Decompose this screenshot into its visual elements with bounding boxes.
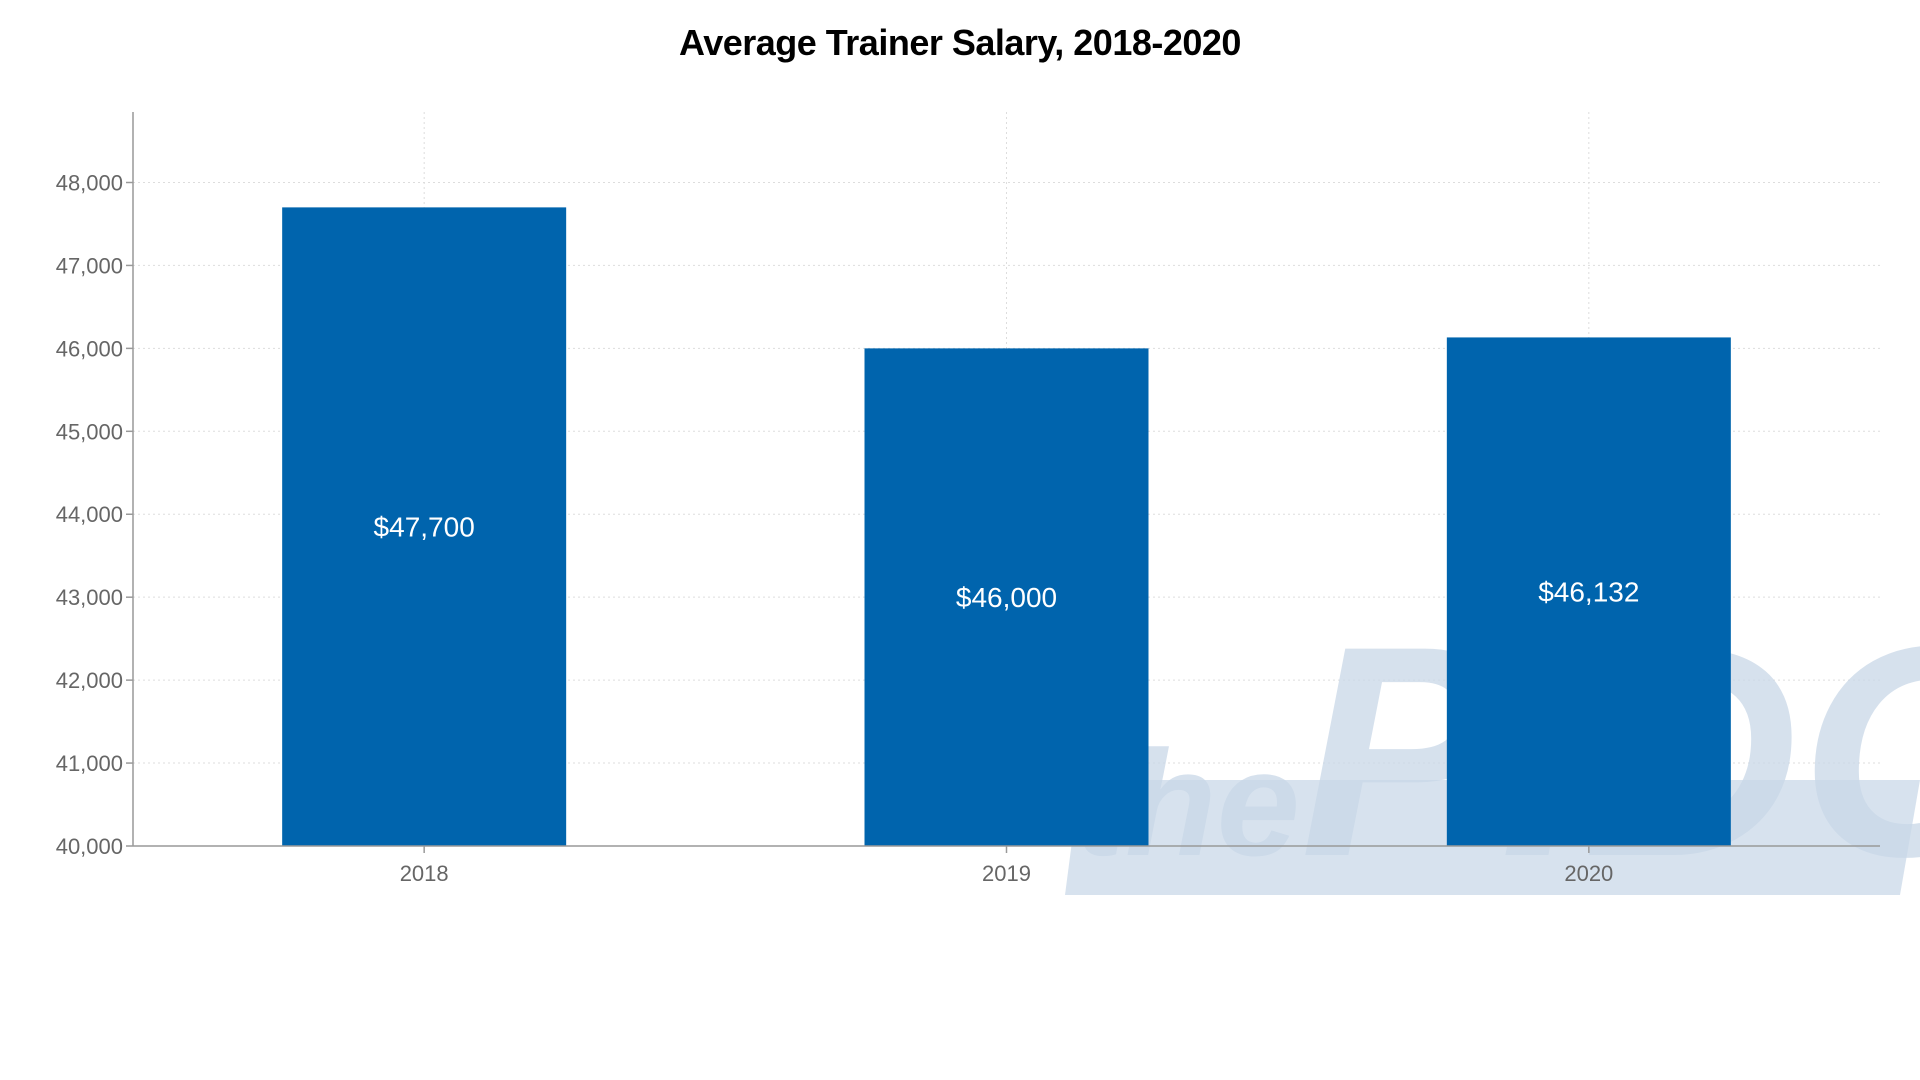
y-tick-label: 43,000 <box>56 585 123 610</box>
label-layer: 40,000 41,000 42,000 43,000 44,000 45,000 46,0… <box>56 170 1640 886</box>
bar-layer <box>282 207 1731 846</box>
data-label-2020: $46,132 <box>1538 577 1639 608</box>
x-tick-label: 2018 <box>400 861 449 886</box>
axis-layer <box>126 112 1880 853</box>
y-tick-label: 44,000 <box>56 502 123 527</box>
y-tick-label: 40,000 <box>56 834 123 859</box>
chart-title: Average Trainer Salary, 2018-2020 <box>679 22 1241 63</box>
y-tick-label: 46,000 <box>56 336 123 361</box>
bar-2019 <box>864 348 1149 846</box>
y-tick-label: 42,000 <box>56 668 123 693</box>
y-tick-label: 45,000 <box>56 419 123 444</box>
data-label-2018: $47,700 <box>374 512 475 543</box>
data-label-2019: $46,000 <box>956 582 1057 613</box>
x-tick-label: 2019 <box>982 861 1031 886</box>
y-tick-label: 41,000 <box>56 751 123 776</box>
bar-2018 <box>282 207 567 846</box>
x-tick-label: 2020 <box>1564 861 1613 886</box>
y-tick-label: 48,000 <box>56 170 123 195</box>
y-tick-label: 47,000 <box>56 253 123 278</box>
bar-2020 <box>1446 337 1731 846</box>
